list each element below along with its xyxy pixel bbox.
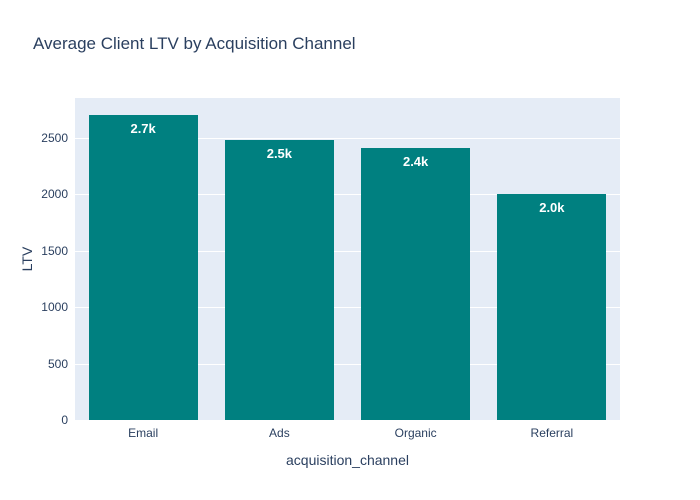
x-tick-label-referral: Referral [530, 426, 574, 440]
y-tick-label: 500 [47, 356, 68, 371]
x-axis-title: acquisition_channel [286, 452, 409, 468]
x-tick-label-ads: Ads [269, 426, 290, 440]
bar-ads[interactable]: 2.5k [224, 139, 334, 420]
gridline [75, 250, 620, 252]
bar-organic[interactable]: 2.4k [361, 147, 471, 420]
y-tick-label: 2000 [41, 187, 68, 202]
bar-value-label: 2.4k [402, 153, 429, 169]
chart-title: Average Client LTV by Acquisition Channe… [33, 34, 356, 53]
x-tick-label-email: Email [128, 426, 159, 440]
bar-referral[interactable]: 2.0k [497, 194, 607, 420]
bar-email[interactable]: 2.7k [88, 114, 198, 420]
bar-value-label: 2.0k [539, 200, 565, 216]
y-tick-label: 1000 [41, 300, 68, 315]
y-tick-label: 0 [61, 413, 68, 427]
bar-value-label: 2.5k [266, 145, 293, 161]
gridline [75, 137, 620, 139]
gridline [75, 363, 620, 365]
y-tick-label: 1500 [41, 243, 68, 258]
gridline [75, 307, 620, 309]
plot-area[interactable]: 2.7k 2.5k 2.4k 2.0k [75, 98, 620, 420]
gridline [75, 194, 620, 196]
bar-value-label: 2.7k [130, 120, 156, 136]
x-tick-label-organic: Organic [394, 426, 437, 440]
y-tick-label: 2500 [41, 130, 68, 145]
